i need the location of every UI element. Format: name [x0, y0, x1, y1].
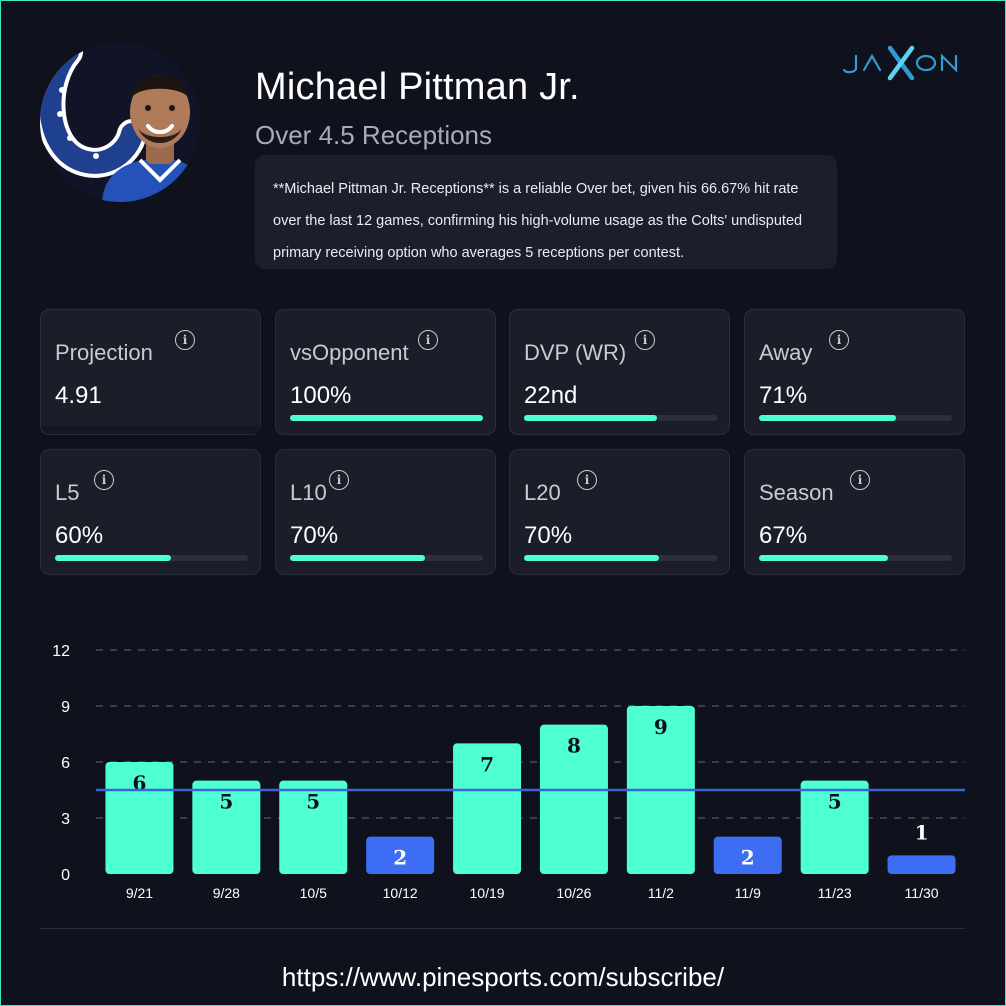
x-tick-label: 11/23 [818, 885, 852, 901]
x-tick-label: 10/19 [470, 885, 505, 901]
stat-value: 100% [290, 382, 352, 409]
x-tick-label: 11/30 [905, 885, 939, 901]
bar-value-label: 2 [741, 846, 755, 870]
stat-value: 22nd [524, 382, 578, 409]
prop-line: Over 4.5 Receptions [255, 120, 493, 150]
stat-card-l10: L10 i 70% [275, 449, 496, 575]
x-tick-label: 10/5 [300, 885, 327, 901]
progress-fill [55, 555, 171, 561]
card-shadow [41, 426, 262, 434]
bar-11-23 [800, 780, 869, 874]
progress-fill [290, 555, 426, 561]
stat-card-l20: L20 i 70% [509, 449, 730, 575]
progress-fill [759, 555, 889, 561]
bar-value-label: 1 [915, 820, 929, 844]
bar-value-label: 2 [393, 846, 407, 870]
progress-bar [524, 415, 717, 421]
progress-bar [759, 555, 952, 561]
progress-bar [759, 415, 952, 421]
bar-value-label: 5 [306, 790, 320, 814]
bar-11-9 [713, 836, 782, 874]
bar-value-label: 7 [480, 752, 494, 776]
bar-value-label: 5 [219, 790, 233, 814]
bar-10-26 [539, 724, 608, 874]
jaxon-logo [840, 42, 964, 82]
stat-label: L20 [524, 480, 561, 505]
progress-bar [524, 555, 717, 561]
stat-value: 67% [759, 522, 808, 549]
info-icon[interactable]: i [829, 330, 849, 350]
bar-value-label: 9 [654, 715, 668, 739]
colts-horseshoe-icon [40, 42, 147, 178]
bar-11-30 [887, 855, 956, 874]
stat-label: Season [759, 480, 834, 505]
info-icon[interactable]: i [94, 470, 114, 490]
subscribe-link[interactable]: https://www.pinesports.com/subscribe/ [281, 962, 725, 992]
bar-10-12 [366, 836, 435, 874]
x-tick-label: 11/9 [735, 885, 761, 901]
progress-bar [290, 415, 483, 421]
progress-fill [759, 415, 897, 421]
x-tick-label: 9/28 [213, 885, 240, 901]
x-tick-label: 10/26 [556, 885, 591, 901]
stat-value: 71% [759, 382, 808, 409]
player-name: Michael Pittman Jr. [255, 66, 580, 108]
progress-bar [290, 555, 483, 561]
divider [40, 928, 965, 929]
stat-label: vsOpponent [290, 340, 409, 365]
y-tick-label: 3 [61, 811, 70, 828]
y-tick-label: 0 [61, 867, 70, 884]
stat-value: 70% [524, 522, 573, 549]
stat-label: L10 [290, 480, 327, 505]
avatar [40, 42, 200, 202]
y-tick-label: 9 [61, 699, 70, 716]
bar-value-label: 8 [567, 734, 581, 758]
progress-bar [55, 555, 248, 561]
bar-10-5 [279, 780, 348, 874]
progress-fill [524, 415, 658, 421]
x-tick-label: 9/21 [126, 885, 153, 901]
x-tick-label: 11/2 [648, 885, 674, 901]
stat-label: Away [759, 340, 813, 365]
info-icon[interactable]: i [418, 330, 438, 350]
stat-card-dvp-wr: DVP (WR) i 22nd [509, 309, 730, 435]
stat-card-l5: L5 i 60% [40, 449, 261, 575]
info-icon[interactable]: i [329, 470, 349, 490]
bar-9-28 [192, 780, 261, 874]
player-avatar [40, 42, 208, 202]
stat-label: Projection [55, 340, 153, 365]
info-icon[interactable]: i [175, 330, 195, 350]
x-tick-label: 10/12 [383, 885, 418, 901]
info-icon[interactable]: i [850, 470, 870, 490]
stat-label: DVP (WR) [524, 340, 627, 365]
stat-value: 70% [290, 522, 339, 549]
receptions-bar-chart: 03691269/2159/28510/5210/12710/19810/269… [52, 643, 965, 901]
stat-value: 4.91 [55, 382, 102, 409]
progress-fill [290, 415, 483, 421]
summary-text: **Michael Pittman Jr. Receptions** is a … [273, 181, 803, 261]
bar-10-19 [453, 743, 522, 874]
info-icon[interactable]: i [635, 330, 655, 350]
stat-card-season: Season i 67% [744, 449, 965, 575]
stat-card-vsopponent: vsOpponent i 100% [275, 309, 496, 435]
y-tick-label: 6 [61, 755, 70, 772]
stat-value: 60% [55, 522, 104, 549]
bar-value-label: 6 [132, 771, 146, 795]
summary-box: **Michael Pittman Jr. Receptions** is a … [255, 155, 837, 269]
stat-card-projection: Projection i 4.91 [40, 309, 262, 435]
stat-card-away: Away i 71% [744, 309, 965, 435]
stat-label: L5 [55, 480, 80, 505]
bar-value-label: 5 [828, 790, 842, 814]
progress-fill [524, 555, 660, 561]
info-icon[interactable]: i [577, 470, 597, 490]
y-tick-label: 12 [52, 643, 70, 660]
